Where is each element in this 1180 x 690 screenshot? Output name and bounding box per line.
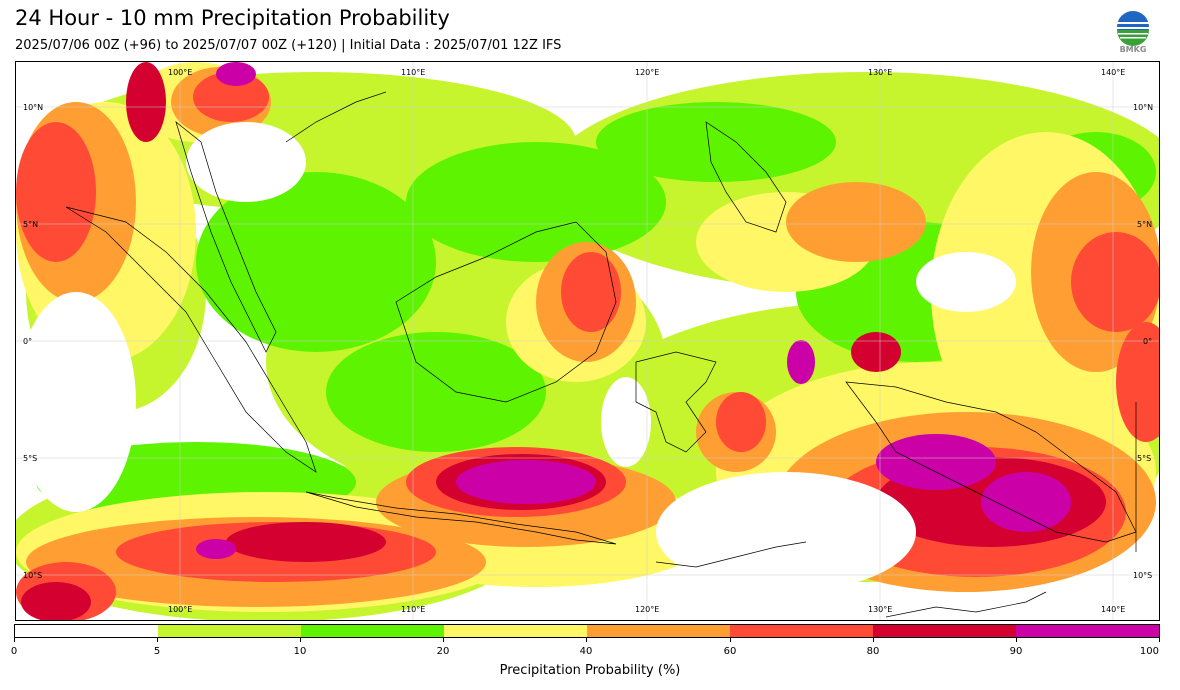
colorbar-tick (14, 638, 15, 642)
colorbar-segment (873, 625, 1016, 637)
lon-label-bottom: 130°E (868, 605, 893, 614)
colorbar-ticks: 0 5 10 20 40 60 80 90 100 (10, 638, 1160, 658)
lat-label-left: 5°S (23, 454, 38, 463)
colorbar-tick-label: 40 (579, 646, 593, 657)
colorbar-segment (301, 625, 444, 637)
colorbar-tick (873, 638, 874, 642)
colorbar-tick (157, 638, 158, 642)
colorbar-tick (586, 638, 587, 642)
graticule (16, 62, 1159, 620)
map-title: 24 Hour - 10 mm Precipitation Probabilit… (15, 6, 450, 30)
colorbar-label: Precipitation Probability (%) (499, 663, 681, 678)
colorbar-segment (587, 625, 730, 637)
lat-label-right: 5°N (1137, 220, 1153, 229)
lon-label-bottom: 100°E (168, 605, 193, 614)
lat-label-left: 10°N (23, 103, 44, 112)
coastlines (65, 91, 1137, 618)
lon-label-bottom: 140°E (1101, 605, 1126, 614)
colorbar-segment (1016, 625, 1159, 637)
lat-label-left: 10°S (23, 571, 43, 580)
lon-label-top: 100°E (168, 68, 193, 77)
colorbar-segment (15, 625, 158, 637)
lat-label-left: 0° (23, 337, 33, 346)
colorbar-tick (730, 638, 731, 642)
lat-label-right: 5°S (1137, 454, 1152, 463)
lon-label-top: 120°E (635, 68, 660, 77)
lat-label-right: 10°S (1133, 571, 1153, 580)
colorbar-tick (300, 638, 301, 642)
colorbar-tick-label: 5 (153, 646, 161, 657)
precipitation-map: 100°E 110°E 120°E 130°E 140°E 100°E 110°… (15, 61, 1160, 621)
logo-text: BMKG (1120, 45, 1147, 54)
colorbar-tick-label: 80 (866, 646, 880, 657)
map-subtitle: 2025/07/06 00Z (+96) to 2025/07/07 00Z (… (15, 38, 562, 53)
bmkg-logo: BMKG (1112, 10, 1154, 54)
lon-label-top: 110°E (401, 68, 426, 77)
lon-label-top: 130°E (868, 68, 893, 77)
field-magenta (196, 62, 1071, 559)
colorbar-segment (158, 625, 301, 637)
colorbar-tick (1016, 638, 1017, 642)
colorbar-segment (730, 625, 873, 637)
lon-label-bottom: 120°E (635, 605, 660, 614)
colorbar-tick (1159, 638, 1160, 642)
colorbar-segment (444, 625, 587, 637)
colorbar-tick-label: 20 (436, 646, 450, 657)
colorbar-tick-label: 0 (10, 646, 18, 657)
colorbar (14, 624, 1160, 638)
lat-label-right: 0° (1143, 337, 1153, 346)
colorbar-tick-label: 10 (293, 646, 307, 657)
lat-label-right: 10°N (1133, 103, 1154, 112)
colorbar-tick-label: 100 (1139, 646, 1159, 657)
colorbar-tick-label: 90 (1009, 646, 1023, 657)
colorbar-tick (443, 638, 444, 642)
map-canvas (16, 62, 1159, 620)
lon-label-bottom: 110°E (401, 605, 426, 614)
lat-label-left: 5°N (23, 220, 39, 229)
lon-label-top: 140°E (1101, 68, 1126, 77)
colorbar-tick-label: 60 (723, 646, 737, 657)
field-white (16, 122, 1016, 592)
